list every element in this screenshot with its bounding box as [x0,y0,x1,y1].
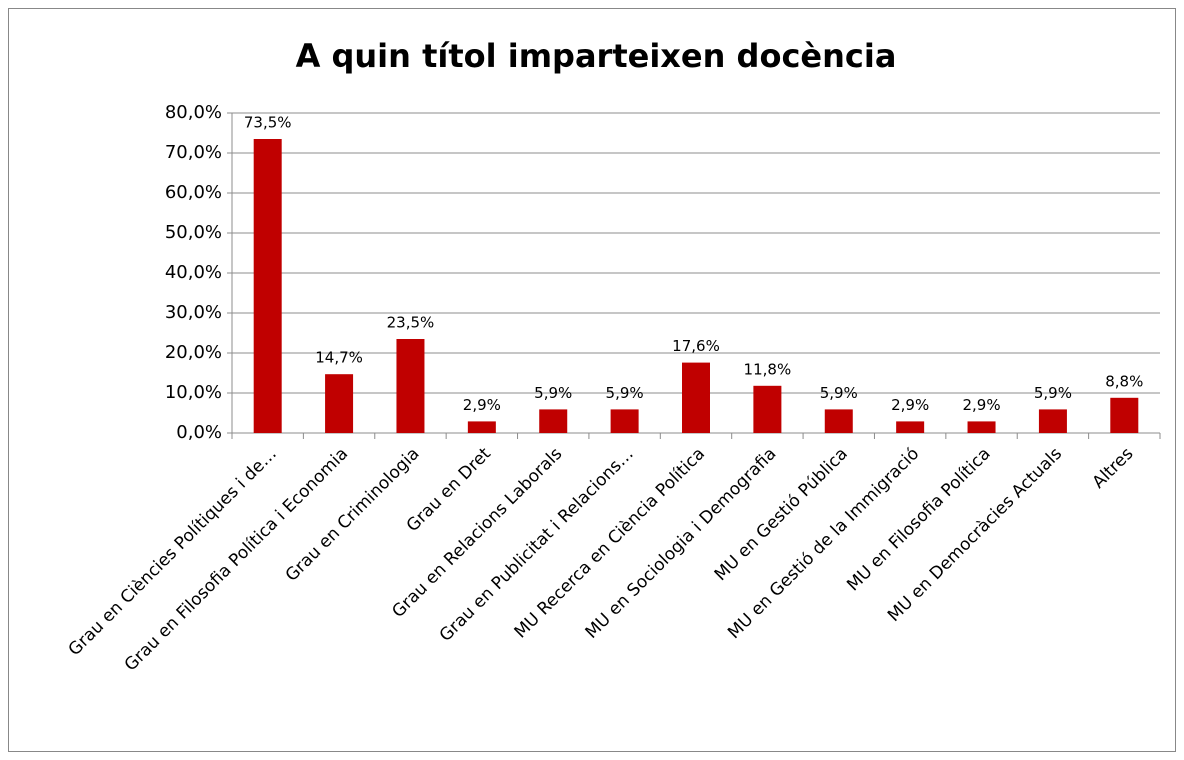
value-label: 2,9% [463,396,501,414]
value-label: 23,5% [387,314,435,332]
bar [824,409,853,433]
value-label: 5,9% [820,384,858,402]
y-tick-label: 70,0% [165,142,222,163]
bar [1038,409,1067,433]
bar [753,385,782,433]
y-tick-label: 20,0% [165,342,222,363]
y-tick-label: 50,0% [165,222,222,243]
value-label: 8,8% [1105,372,1143,390]
value-label: 2,9% [962,396,1000,414]
value-label: 5,9% [534,384,572,402]
y-tick-label: 40,0% [165,262,222,283]
value-label: 5,9% [1034,384,1072,402]
value-label: 17,6% [672,337,720,355]
y-tick-label: 80,0% [165,102,222,123]
bar [467,421,496,433]
bar [396,339,425,433]
value-label: 11,8% [744,360,792,378]
value-label: 5,9% [606,384,644,402]
y-tick-label: 30,0% [165,302,222,323]
bar [610,409,639,433]
chart-title: A quin títol imparteixen docència [296,37,897,75]
bar [539,409,568,433]
y-tick-label: 10,0% [165,382,222,403]
chart-frame [8,8,1176,752]
y-tick-label: 60,0% [165,182,222,203]
bar [682,362,710,433]
value-label: 14,7% [315,349,363,367]
y-tick-label: 0,0% [176,422,222,443]
value-label: 73,5% [244,114,292,132]
bar [253,139,282,433]
value-label: 2,9% [891,396,929,414]
bar [325,374,354,433]
bar [896,421,925,433]
bar [1110,397,1139,433]
bar [967,421,996,433]
